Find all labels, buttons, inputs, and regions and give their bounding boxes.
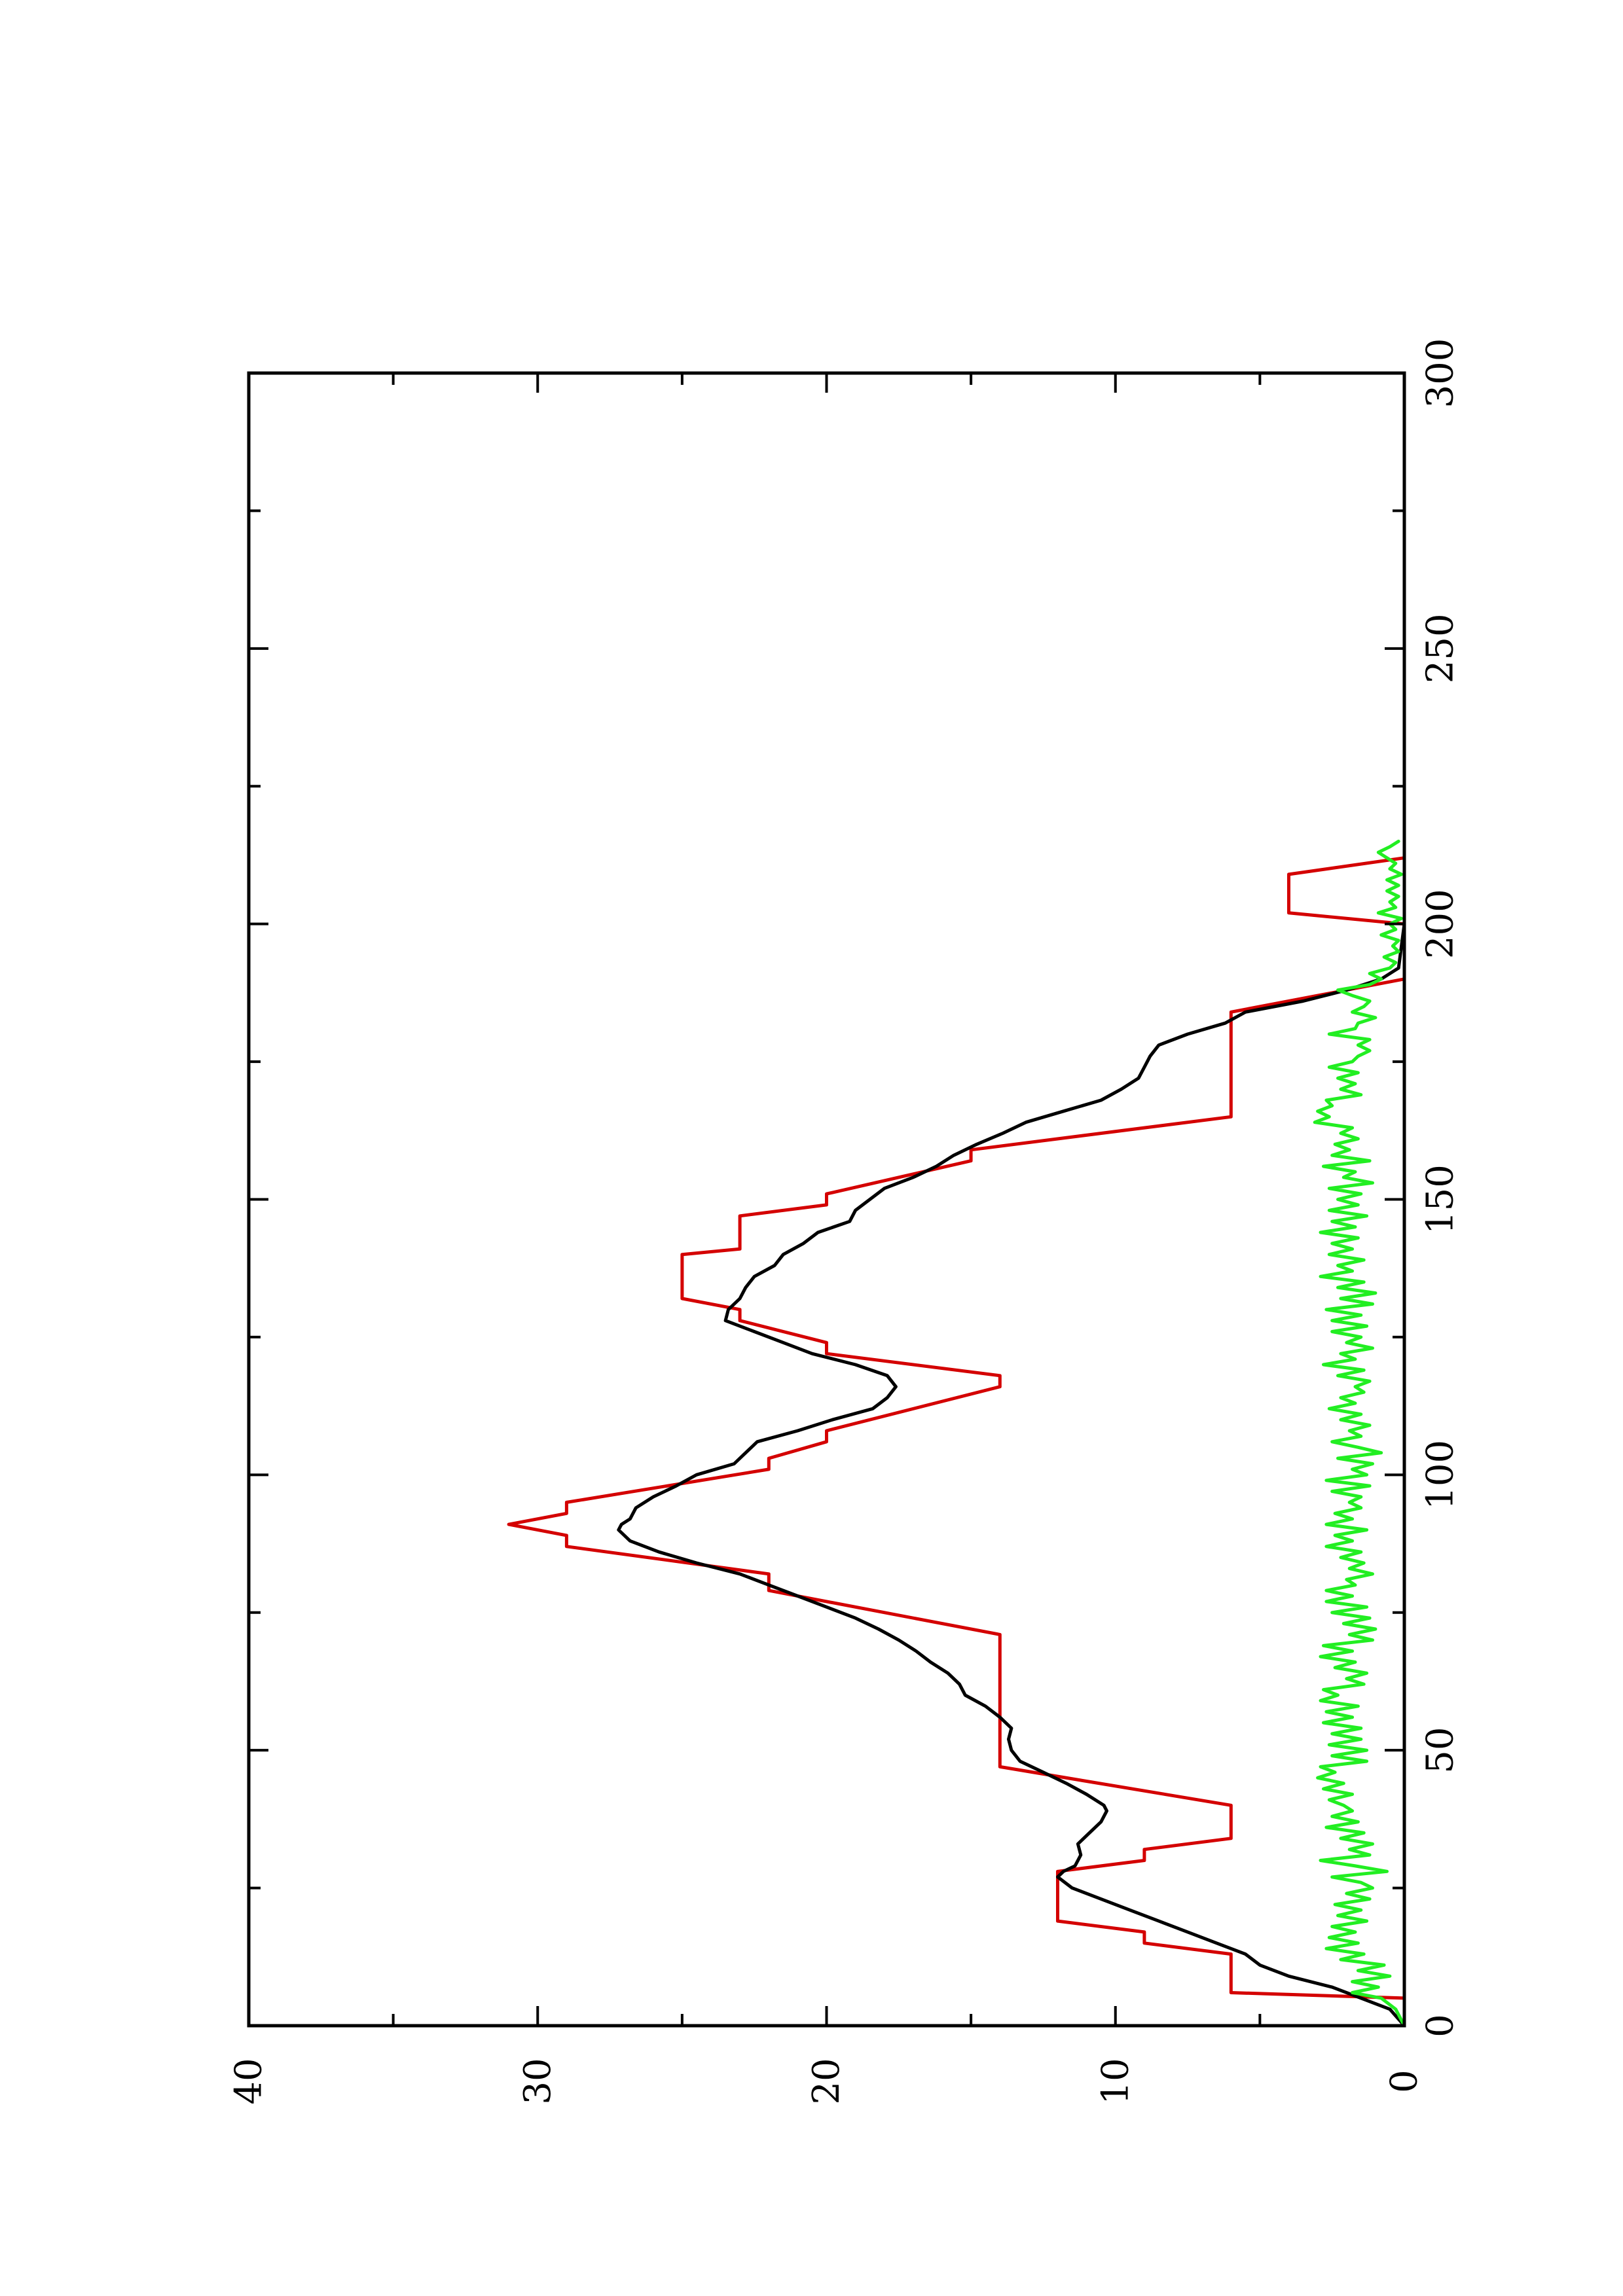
x-tick-label: 0 xyxy=(1419,2014,1462,2037)
series-line-2 xyxy=(617,839,1406,2028)
series-line-3 xyxy=(1313,839,1406,2028)
labels-layer: 0 50 100 150 200 250 300 0 10 20 30 40 xyxy=(228,338,1462,2105)
y-tick-label: 40 xyxy=(228,2058,270,2104)
y-tick-label: 20 xyxy=(805,2058,848,2104)
x-tick-label: 100 xyxy=(1419,1440,1462,1510)
x-tick-label: 50 xyxy=(1419,1727,1462,1774)
series-line-1 xyxy=(507,839,1406,2028)
series-layer xyxy=(507,839,1406,2028)
y-tick-label: 0 xyxy=(1383,2070,1426,2093)
y-tick-label: 10 xyxy=(1094,2058,1137,2104)
x-tick-label: 250 xyxy=(1419,613,1462,683)
y-tick-label: 30 xyxy=(517,2058,559,2104)
x-tick-label: 200 xyxy=(1419,889,1462,959)
ticks-layer xyxy=(247,372,1406,2027)
x-tick-label: 150 xyxy=(1419,1164,1462,1234)
x-tick-label: 300 xyxy=(1419,338,1462,408)
